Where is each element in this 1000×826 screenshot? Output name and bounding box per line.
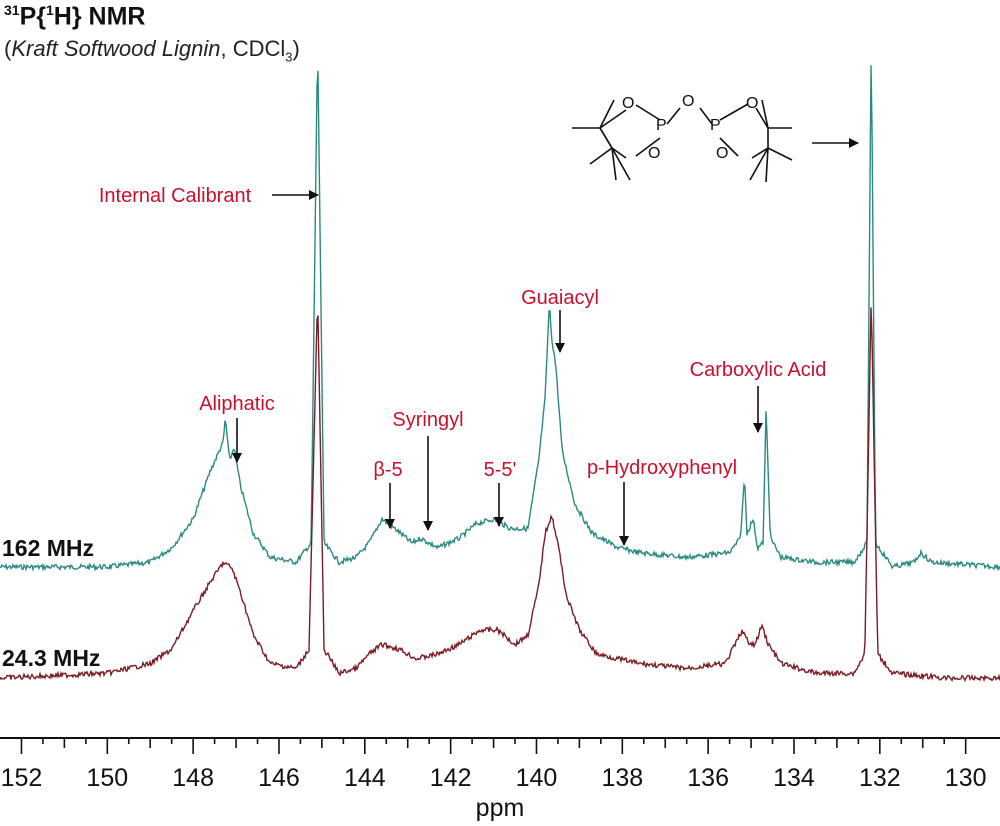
- atom-p: P: [710, 117, 721, 134]
- atom-o: O: [648, 145, 660, 162]
- peak-annotation-label: 5-5': [484, 459, 517, 481]
- pyrophosphite-structure: [572, 99, 793, 183]
- x-tick-label: 152: [1, 764, 43, 792]
- atom-o: O: [716, 145, 728, 162]
- peak-annotation-label: Syringyl: [392, 409, 463, 431]
- x-tick-label: 138: [601, 764, 643, 792]
- spectrum-line: [0, 65, 1000, 572]
- subtitle-sample: Kraft Softwood Lignin: [11, 36, 221, 61]
- annotations-group: Internal Calibrant Aliphatic β-5 Syringyl 5-…: [99, 185, 827, 546]
- atom-p: P: [656, 117, 667, 134]
- peak-annotation-label: Carboxylic Acid: [690, 359, 827, 381]
- title-part-b: H} NMR: [53, 2, 146, 31]
- x-tick-label: 146: [258, 764, 300, 792]
- x-tick-label: 136: [687, 764, 729, 792]
- x-axis-label: ppm: [476, 794, 525, 822]
- subtitle-solvent-sub: 3: [285, 49, 293, 65]
- x-tick-label: 150: [86, 764, 128, 792]
- subtitle-solvent: , CDCl: [220, 36, 286, 61]
- structure-atom-labels: O P O O P O O: [622, 93, 758, 162]
- chart-subtitle: (Kraft Softwood Lignin, CDCl3): [4, 36, 300, 64]
- peak-annotation-label: Aliphatic: [199, 393, 275, 415]
- spectrum-line: [0, 307, 1000, 683]
- x-tick-label: 142: [430, 764, 472, 792]
- x-tick-label: 144: [344, 764, 386, 792]
- peak-annotation-label: Internal Calibrant: [99, 185, 252, 207]
- title-part-a: P{: [19, 2, 46, 31]
- x-tick-label: 140: [516, 764, 558, 792]
- x-axis: 152 150 148 146 144 142 140 138 136 134 132 130 ppm: [0, 737, 1000, 822]
- peak-annotation-label: p-Hydroxyphenyl: [587, 457, 737, 479]
- peak-annotation-label: Guaiacyl: [521, 287, 599, 309]
- atom-o: O: [746, 95, 758, 112]
- title-mass-number: 31: [4, 2, 20, 18]
- subtitle-close: ): [292, 36, 300, 61]
- x-tick-label: 130: [945, 764, 987, 792]
- subtitle-open: (: [4, 36, 12, 61]
- x-tick-label: 148: [172, 764, 214, 792]
- atom-o: O: [622, 95, 634, 112]
- series-label: 162 MHz: [2, 535, 94, 561]
- peak-annotation-label: β-5: [373, 459, 402, 481]
- series-label: 24.3 MHz: [2, 645, 100, 671]
- title-h-mass: 1: [45, 2, 54, 18]
- x-tick-label: 132: [859, 764, 901, 792]
- spectra-group: 162 MHz 24.3 MHz: [0, 65, 1000, 683]
- chart-title: 31P{1H} NMR: [4, 2, 145, 31]
- x-tick-label: 134: [773, 764, 815, 792]
- atom-o: O: [682, 93, 694, 110]
